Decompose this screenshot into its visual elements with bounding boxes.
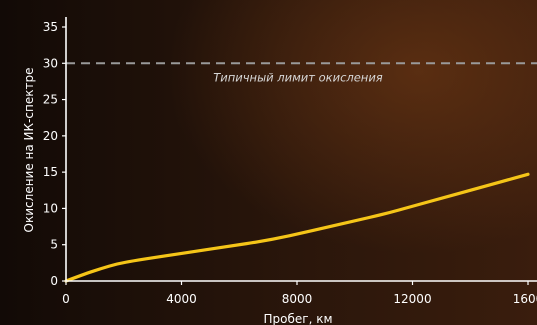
x-tick-label: 0: [62, 292, 70, 306]
reference-line-label: Типичный лимит окисления: [213, 70, 383, 84]
y-tick-label: 5: [50, 238, 58, 252]
y-tick-label: 30: [43, 56, 58, 70]
x-tick-label: 8000: [282, 292, 313, 306]
y-tick-label: 0: [50, 274, 58, 288]
y-tick-label: 15: [43, 165, 58, 179]
x-tick-label: 4000: [166, 292, 197, 306]
x-tick-label: 1600: [513, 292, 537, 306]
axes-layer: [65, 17, 537, 282]
y-tick-label: 20: [43, 129, 58, 143]
series-layer: [64, 172, 530, 283]
y-axis-title: Окисление на ИК-спектре: [22, 68, 36, 233]
y-tick-label: 10: [43, 201, 58, 215]
ticks-layer: 0 5 10 15 20 25 30 35 0 4000 8000 12000 1600: [43, 20, 537, 306]
y-tick-label: 35: [43, 20, 58, 34]
x-tick-label: 12000: [393, 292, 431, 306]
x-axis-title: Пробег, км: [264, 312, 333, 325]
y-tick-label: 25: [43, 93, 58, 107]
oxidation-line: [64, 172, 530, 283]
